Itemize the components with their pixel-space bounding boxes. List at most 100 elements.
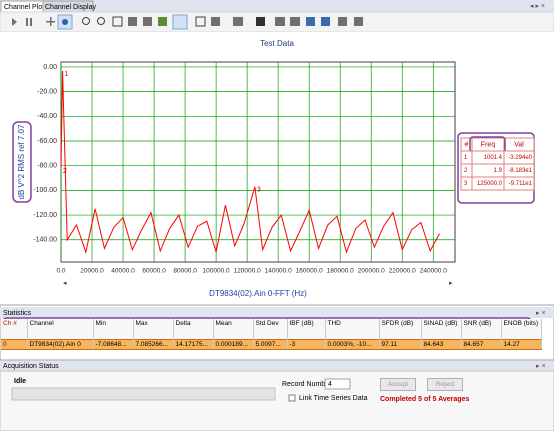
chart-title: Test Data <box>260 39 294 48</box>
checkbox-label[interactable]: Link Time Series Data <box>299 395 368 402</box>
play-icon[interactable] <box>12 18 17 26</box>
tool-icon[interactable] <box>128 17 137 26</box>
panel-controls[interactable]: ▸ × <box>536 363 546 370</box>
scroll-right[interactable]: ▸ <box>449 280 453 287</box>
zoom-in-icon[interactable] <box>97 17 105 25</box>
cell: 97.11 <box>379 339 422 350</box>
zoom-box-icon[interactable] <box>112 16 123 27</box>
column-header: IBF (dB) <box>287 319 326 340</box>
cell: 0 <box>1 339 28 350</box>
toolbar-icons[interactable] <box>12 14 363 30</box>
tool-icon[interactable] <box>195 16 206 27</box>
status-text: Idle <box>14 378 26 385</box>
column-header: SFDR (dB) <box>379 319 422 340</box>
tool-icon[interactable] <box>306 17 315 26</box>
pause-icon[interactable] <box>30 18 32 26</box>
x-tick-label: 100000.0 <box>203 268 230 275</box>
panel-header <box>0 307 554 318</box>
highlight-box <box>12 121 32 203</box>
x-tick-label: 80000.0 <box>173 268 197 275</box>
table-cell-text: 1 <box>464 155 468 161</box>
table-cell <box>503 176 535 191</box>
header-row: Ch # Channel Min Max Delta Mean Std Dev IBF (dB… <box>1 319 542 340</box>
x-tick-label: 200000.0 <box>358 268 385 275</box>
cell: -3 <box>287 339 326 350</box>
x-tick-label: 20000.0 <box>80 268 104 275</box>
y-tick-label: -120.00 <box>33 212 57 219</box>
table-header: Val <box>514 141 524 148</box>
marker-label: 1 <box>65 71 69 78</box>
x-tick-label: 60000.0 <box>142 268 166 275</box>
y-tick-label: -140.00 <box>33 237 57 244</box>
cell: 0.000189... <box>213 339 254 350</box>
acquisition-panel <box>0 370 554 431</box>
cell: 14.17175... <box>173 339 214 350</box>
tool-icon[interactable] <box>354 17 363 26</box>
window-controls[interactable]: ◂ ▸ × <box>530 3 545 10</box>
panel-controls[interactable]: ▸ × <box>536 310 546 317</box>
cell: DT9834(02).Ain 0 <box>27 339 94 350</box>
column-header: Channel <box>27 319 94 340</box>
column-header: Max <box>133 319 174 340</box>
cursor-icon[interactable] <box>50 17 52 26</box>
series-line <box>60 70 440 254</box>
panel-header <box>0 361 554 371</box>
column-header: Mean <box>213 319 254 340</box>
x-tick-label: 240000.0 <box>420 268 447 275</box>
zoom-out-icon[interactable] <box>82 17 90 25</box>
tool-icon[interactable] <box>211 17 220 26</box>
checkbox[interactable] <box>288 394 296 402</box>
scroll-left[interactable]: ◂ <box>63 280 67 287</box>
table-cell-text: 1001.4 <box>484 155 503 161</box>
marker-label: 2 <box>63 168 67 175</box>
x-tick-label: 220000.0 <box>389 268 416 275</box>
print-icon[interactable] <box>290 17 300 26</box>
reject-button[interactable]: Reject <box>427 378 463 391</box>
y-tick-label: -80.00 <box>37 163 57 170</box>
statistics-table-wrap: Ch # Channel Min Max Delta Mean Std Dev IBF (dB… <box>1 319 542 350</box>
accept-button[interactable]: Accept <box>380 378 416 391</box>
tool-icon[interactable] <box>321 17 330 26</box>
column-header: SNR (dB) <box>461 319 502 340</box>
tab-label[interactable]: Channel Plot <box>4 4 44 11</box>
pause-icon[interactable] <box>26 18 28 26</box>
cell: 84.657 <box>461 339 502 350</box>
column-header: THD <box>325 319 380 340</box>
save-icon[interactable] <box>256 17 265 26</box>
panel-title: Statistics <box>3 310 32 317</box>
x-tick-label: 160000.0 <box>296 268 323 275</box>
tool-icon[interactable] <box>338 17 347 26</box>
column-header: Std Dev <box>253 319 288 340</box>
panel-title: Acquisition Status <box>3 363 59 370</box>
tool-icon[interactable] <box>158 17 167 26</box>
copy-icon[interactable] <box>233 17 243 26</box>
table-header: # <box>465 141 469 148</box>
column-header: Delta <box>173 319 214 340</box>
progress-bar <box>11 387 276 401</box>
field-label: Record Number <box>282 381 332 388</box>
column-header: Ch # <box>1 319 28 340</box>
tool-icon[interactable] <box>62 19 68 25</box>
cell: -7.08648... <box>93 339 134 350</box>
table-cell-text: -9.711e1 <box>509 181 533 187</box>
print-icon[interactable] <box>275 17 285 26</box>
y-axis-label: dB V^2 RMS ref 7.07 <box>17 124 26 199</box>
cell: 7.085266... <box>133 339 174 350</box>
tab-bar <box>0 0 554 12</box>
table-cell-text: 1.9 <box>494 168 503 174</box>
table-cell-text: -3.294e0 <box>508 155 532 161</box>
tool-icon[interactable] <box>143 17 152 26</box>
pointer-icon[interactable] <box>172 14 188 30</box>
y-tick-label: -20.00 <box>37 88 57 95</box>
x-tick-label: 140000.0 <box>265 268 292 275</box>
x-tick-label: 0.0 <box>56 268 65 275</box>
cell: 5.0097... <box>253 339 288 350</box>
record-input[interactable] <box>324 378 351 390</box>
cell: 0.0003%, -10... <box>325 339 380 350</box>
record-value[interactable]: 4 <box>328 381 332 388</box>
tab-label[interactable]: Channel Display <box>45 4 96 11</box>
x-axis-label: DT9834(02).Ain 0-FFT (Hz) <box>209 289 307 298</box>
data-row: 0 DT9834(02).Ain 0 -7.08648... 7.085266... 1… <box>1 339 542 350</box>
